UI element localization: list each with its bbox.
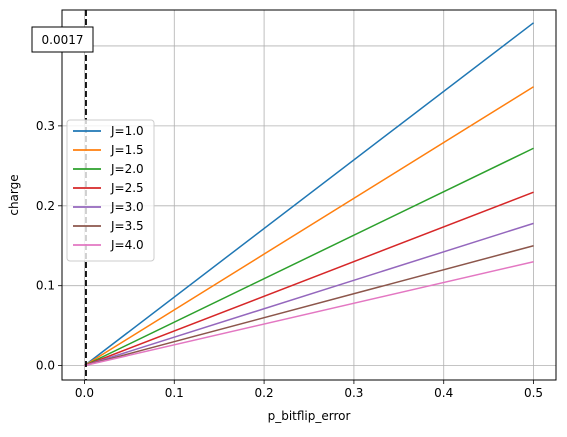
x-tick-label: 0.5 (524, 386, 543, 400)
legend-label: J=2.5 (110, 181, 144, 195)
legend: J=1.0 J=1.5 J=2.0 J=2.5 J=3.0 J=3.5 J=4.0 (66, 119, 155, 262)
y-tick-label: 0.3 (36, 119, 55, 133)
x-tick-label: 0.0 (75, 386, 94, 400)
plot-frame (61, 9, 557, 381)
series-line (84, 191, 534, 367)
series-lines (83, 22, 535, 367)
legend-label: J=2.0 (110, 162, 144, 176)
series-line (84, 222, 534, 367)
x-tick-label: 0.3 (344, 386, 363, 400)
x-tick-label: 0.1 (165, 386, 184, 400)
axis-ticks: 0.00.10.20.30.40.50.00.10.20.30.4 (36, 39, 543, 400)
legend-label: J=1.5 (110, 143, 144, 157)
series-line (84, 245, 534, 367)
legend-label: J=4.0 (110, 238, 144, 252)
series-line (84, 147, 534, 367)
x-tick-label: 0.4 (434, 386, 453, 400)
y-tick-label: 0.0 (36, 359, 55, 373)
series-line (83, 22, 535, 367)
series-line (84, 260, 534, 367)
legend-label: J=1.0 (110, 124, 144, 138)
x-axis-label: p_bitflip_error (268, 409, 351, 423)
threshold-annotation: 0.0017 (31, 26, 94, 53)
y-axis-label: charge (7, 174, 21, 215)
legend-label: J=3.0 (110, 200, 144, 214)
annotation-label: 0.0017 (42, 33, 84, 47)
annotation-box (31, 26, 94, 53)
x-tick-label: 0.2 (255, 386, 274, 400)
y-tick-label: 0.2 (36, 199, 55, 213)
grid (62, 10, 556, 380)
series-line (84, 86, 534, 367)
y-tick-label: 0.1 (36, 279, 55, 293)
legend-label: J=3.5 (110, 219, 144, 233)
